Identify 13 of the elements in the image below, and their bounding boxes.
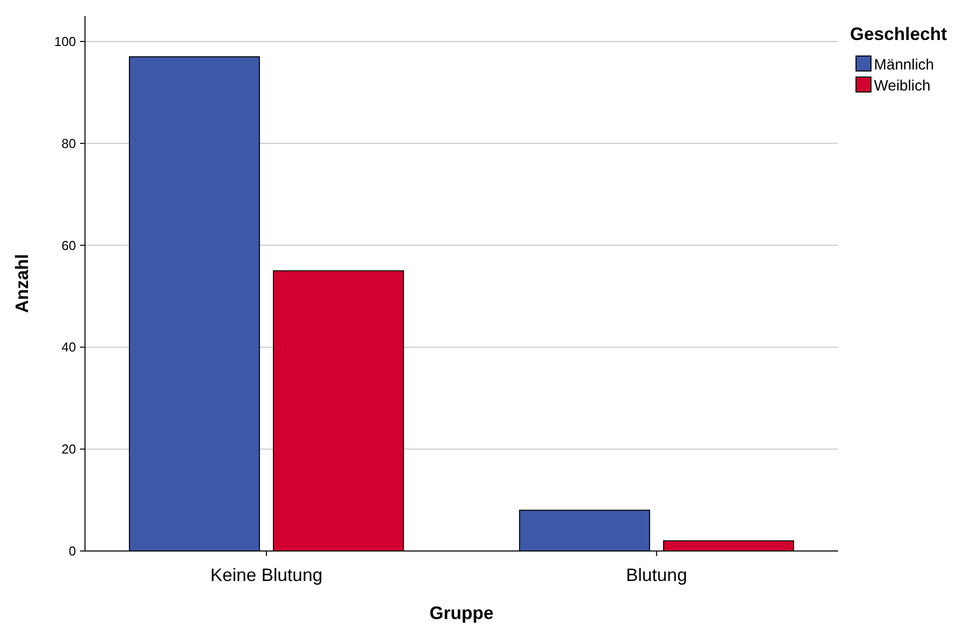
x-tick-label: Keine Blutung bbox=[210, 565, 322, 585]
y-tick-label: 60 bbox=[62, 238, 76, 253]
y-tick-label: 100 bbox=[54, 34, 76, 50]
legend-label: Weiblich bbox=[874, 77, 930, 94]
y-tick-label: 20 bbox=[62, 442, 76, 457]
y-tick-label: 0 bbox=[68, 544, 76, 559]
x-axis-title: Gruppe bbox=[429, 603, 494, 623]
y-axis-title: Anzahl bbox=[12, 254, 32, 314]
legend-title: Geschlecht bbox=[850, 24, 948, 44]
x-tick-label: Blutung bbox=[626, 565, 688, 585]
legend-label: Männlich bbox=[874, 56, 934, 74]
y-tick-label: 40 bbox=[62, 340, 76, 355]
y-tick-label: 80 bbox=[62, 136, 76, 151]
